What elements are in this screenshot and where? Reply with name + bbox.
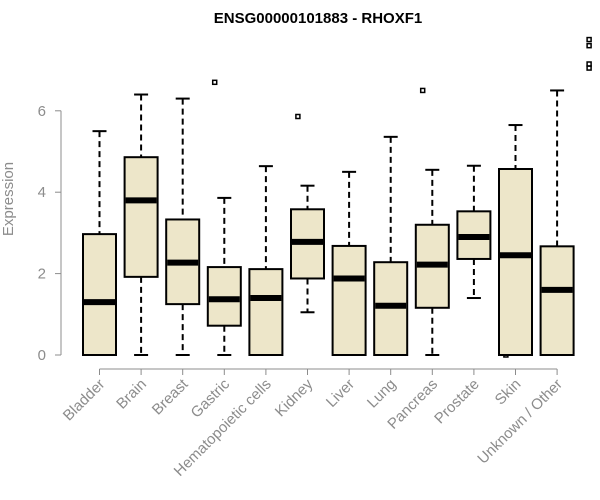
x-tick-label: Lung [364,376,400,412]
outlier-point [295,113,301,120]
y-tick-label: 0 [38,347,46,364]
outlier-point [211,79,218,86]
x-tick-label: Prostate [431,376,483,428]
box-group [165,79,218,356]
y-tick-label: 4 [38,184,46,201]
y-tick-label: 2 [38,266,46,283]
box-group [206,196,242,356]
x-tick-label: Brain [113,376,150,413]
chart-title: ENSG00000101883 - RHOXF1 [214,10,422,27]
box-group [539,36,592,356]
outlier-point [586,42,592,49]
box-iqr [82,233,117,356]
box-iqr [331,244,367,356]
x-tick-label: Breast [149,375,192,418]
x-tick-label: Skin [492,376,525,409]
box-group [373,87,426,357]
y-axis-label: Expression [0,162,17,236]
box-group [248,113,301,356]
x-tick-label: Bladder [60,376,109,425]
x-tick-label: Kidney [272,375,317,420]
x-tick-label: Liver [323,376,358,411]
box-iqr [539,245,575,356]
y-tick-label: 6 [38,103,46,120]
box-group [123,93,159,356]
box-group [414,168,450,356]
box-group [82,130,117,356]
box-group [456,164,509,358]
outlier-point [586,36,592,43]
box-iqr [248,268,284,356]
box-group [290,184,325,314]
box-iqr [498,168,533,356]
outlier-point [586,61,592,67]
box-iqr [123,156,159,278]
axes: 0 2 4 6 [38,103,558,375]
outlier-point [419,87,426,94]
box-group [331,170,367,356]
boxes [82,36,592,358]
box-group [498,124,533,356]
